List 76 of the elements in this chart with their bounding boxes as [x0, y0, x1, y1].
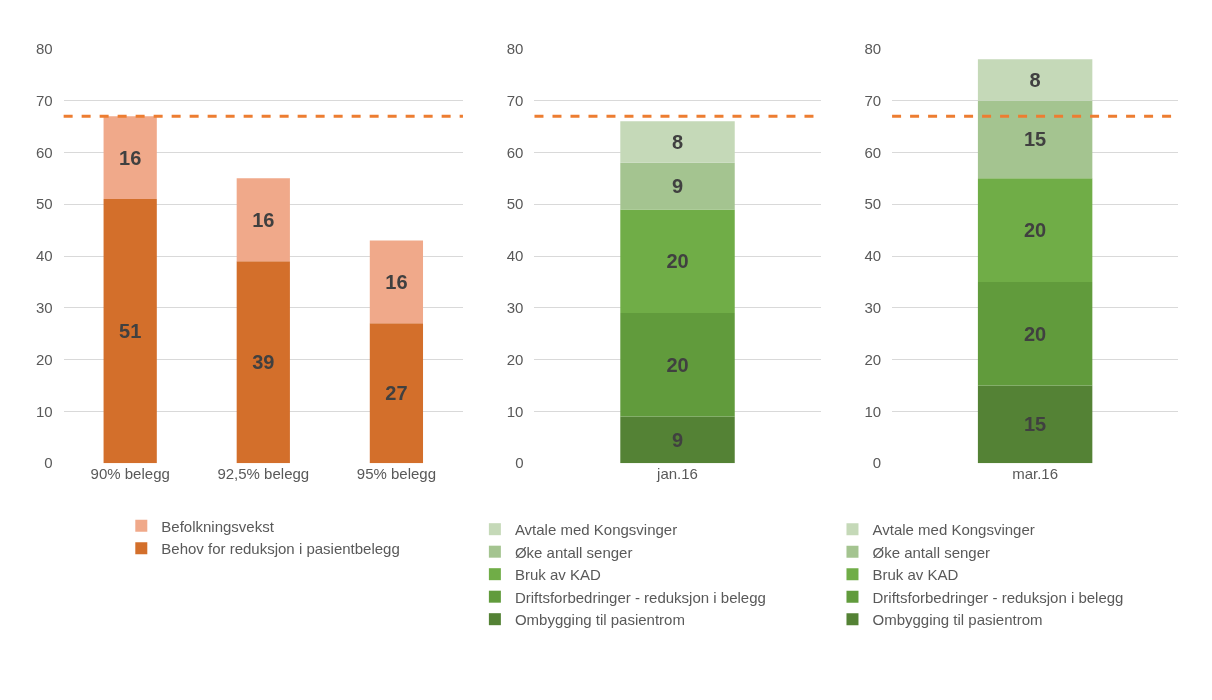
- y-tick-label: 50: [35, 195, 53, 213]
- legend-label: Ombygging til pasientrom: [872, 611, 1043, 629]
- bar: [236, 261, 290, 464]
- bar: [977, 178, 1093, 282]
- legend-label: Bruk av KAD: [872, 566, 959, 584]
- legend-label: Øke antall senger: [514, 543, 633, 561]
- bar: [977, 281, 1093, 386]
- bar: [236, 178, 290, 262]
- data-label: 9: [671, 175, 684, 198]
- bar: [103, 116, 157, 200]
- bar: [369, 323, 424, 464]
- y-tick-label: 30: [35, 299, 53, 317]
- y-tick-label: 50: [864, 195, 882, 213]
- y-tick-label: 0: [872, 454, 882, 472]
- y-tick-label: 0: [515, 454, 524, 472]
- y-tick-label: 20: [35, 350, 53, 368]
- data-label: 20: [666, 353, 689, 376]
- data-label: 20: [1023, 219, 1047, 242]
- legend-label: Avtale med Kongsvinger: [872, 521, 1035, 539]
- legend-label: Ombygging til pasientrom: [514, 611, 685, 629]
- y-tick-label: 60: [35, 143, 53, 161]
- bar: [620, 209, 735, 313]
- y-tick-label: 20: [506, 350, 524, 368]
- data-label: 20: [1023, 322, 1047, 345]
- bar: [103, 199, 157, 464]
- y-tick-label: 60: [506, 143, 524, 161]
- legend-label: Befolkningsvekst: [161, 517, 275, 535]
- legend-label: Avtale med Kongsvinger: [514, 521, 678, 539]
- data-label: 15: [1023, 413, 1047, 436]
- y-tick-label: 70: [35, 91, 53, 109]
- bar: [977, 385, 1093, 464]
- y-tick-label: 80: [864, 40, 882, 58]
- y-tick-label: 40: [35, 247, 53, 265]
- bar: [977, 100, 1093, 179]
- legend-label: Behov for reduksjon i pasientbelegg: [161, 540, 400, 558]
- data-label: 20: [666, 250, 689, 273]
- y-tick-label: 10: [864, 402, 882, 420]
- y-tick-label: 50: [506, 195, 524, 213]
- y-tick-label: 70: [864, 91, 882, 109]
- bar: [369, 240, 424, 324]
- y-tick-label: 80: [35, 40, 53, 58]
- x-tick-label: mar.16: [1012, 465, 1059, 483]
- legend-label: Bruk av KAD: [514, 566, 601, 584]
- data-label: 27: [385, 382, 408, 405]
- data-label: 51: [119, 320, 142, 343]
- legend-label: Driftsforbedringer - reduksjon i belegg: [514, 588, 766, 606]
- y-tick-label: 30: [864, 299, 882, 317]
- y-tick-label: 10: [506, 402, 524, 420]
- data-label: 15: [1023, 128, 1047, 151]
- y-tick-label: 80: [506, 40, 524, 58]
- y-tick-label: 40: [506, 247, 524, 265]
- data-label: 16: [252, 208, 275, 231]
- bar: [620, 162, 735, 210]
- y-tick-label: 40: [864, 247, 882, 265]
- x-tick-label: jan.16: [656, 465, 698, 483]
- data-label: 16: [385, 270, 408, 293]
- x-tick-label: 92,5% belegg: [217, 465, 310, 483]
- bar: [620, 312, 735, 417]
- y-tick-label: 20: [864, 350, 882, 368]
- data-label: 8: [1029, 68, 1041, 91]
- data-label: 8: [671, 131, 684, 154]
- data-label: 16: [119, 146, 142, 169]
- y-tick-label: 30: [506, 299, 524, 317]
- y-tick-label: 0: [44, 454, 53, 472]
- legend-label: Øke antall senger: [872, 543, 991, 561]
- legend-label: Driftsforbedringer - reduksjon i belegg: [872, 588, 1124, 606]
- bar: [620, 416, 735, 464]
- data-label: 39: [252, 351, 275, 374]
- data-label: 9: [671, 428, 684, 451]
- y-tick-label: 60: [864, 143, 882, 161]
- y-tick-label: 10: [35, 402, 53, 420]
- x-tick-label: 90% belegg: [90, 465, 170, 483]
- x-tick-label: 95% belegg: [356, 465, 437, 483]
- bar: [977, 59, 1093, 101]
- y-tick-label: 70: [506, 91, 524, 109]
- bar: [620, 121, 735, 163]
